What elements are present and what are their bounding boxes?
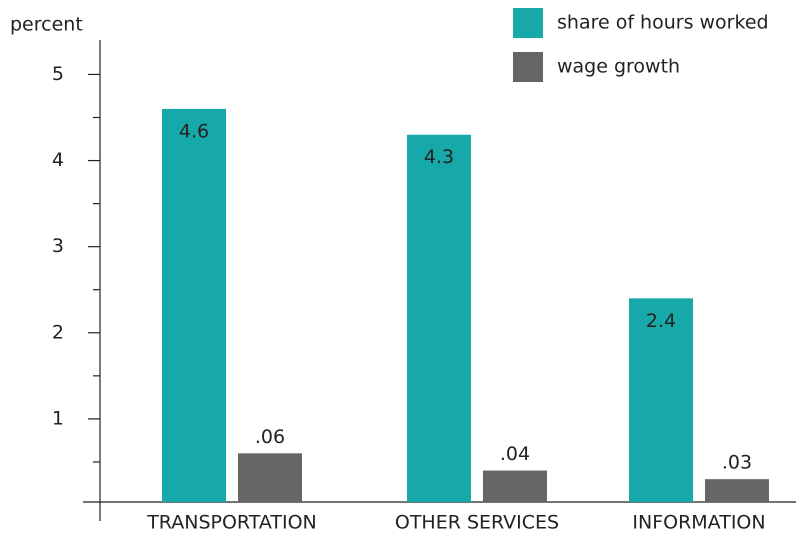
bar bbox=[238, 453, 302, 502]
value-label: 4.6 bbox=[179, 120, 209, 142]
y-tick-label: 4 bbox=[52, 149, 64, 171]
legend-label: share of hours worked bbox=[557, 12, 769, 34]
y-tick-label: 3 bbox=[52, 235, 64, 257]
value-label: .06 bbox=[255, 426, 285, 448]
bar bbox=[407, 134, 471, 502]
value-label: 4.3 bbox=[424, 146, 454, 168]
y-axis-label: percent bbox=[10, 14, 83, 36]
legend-swatch bbox=[513, 8, 543, 38]
bar bbox=[629, 298, 693, 502]
value-label: .04 bbox=[500, 443, 530, 465]
value-label: .03 bbox=[722, 452, 752, 474]
y-tick-label: 5 bbox=[52, 63, 64, 85]
x-tick-label: INFORMATION bbox=[632, 512, 765, 534]
value-label: 2.4 bbox=[646, 310, 676, 332]
bar bbox=[483, 470, 547, 502]
legend-swatch bbox=[513, 52, 543, 82]
x-tick-label: OTHER SERVICES bbox=[395, 512, 559, 534]
bar bbox=[162, 108, 226, 502]
y-tick-label: 1 bbox=[52, 407, 64, 429]
bar bbox=[705, 479, 769, 502]
y-tick-label: 2 bbox=[52, 321, 64, 343]
legend-label: wage growth bbox=[557, 56, 680, 78]
x-tick-label: TRANSPORTATION bbox=[146, 512, 317, 534]
